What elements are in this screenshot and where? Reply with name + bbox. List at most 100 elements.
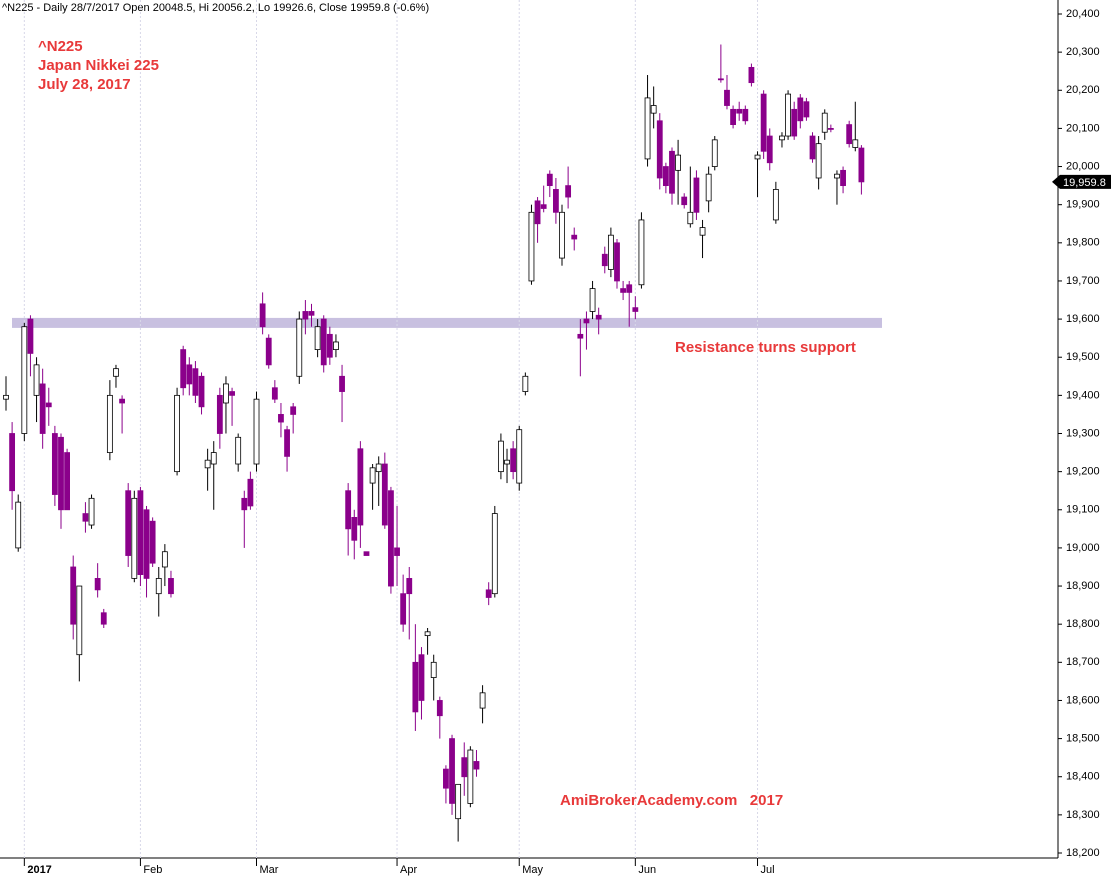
x-tick-label: 2017 (27, 864, 51, 876)
candle-body (601, 253, 608, 267)
candle-body (467, 749, 474, 804)
candle-body (253, 398, 260, 465)
candle-body (235, 436, 242, 465)
candle-body (412, 661, 419, 713)
x-tick-label: Mar (260, 864, 279, 876)
candle-body (76, 585, 83, 656)
candle-body (39, 383, 46, 434)
candle-body (638, 219, 645, 286)
candle-body (785, 93, 791, 137)
candle-body (192, 368, 199, 396)
resistance-band (12, 317, 882, 328)
candle-body (614, 242, 620, 282)
y-tick-label: 18,700 (1066, 656, 1100, 668)
candle-body (241, 497, 248, 511)
candle-body (632, 307, 639, 312)
y-tick-label: 19,800 (1066, 237, 1100, 249)
y-tick-label: 18,900 (1066, 580, 1100, 592)
candle-body (455, 783, 462, 820)
candle-body (473, 761, 480, 770)
candle-body (216, 394, 223, 434)
candle-body (662, 166, 669, 187)
candle-body (64, 452, 70, 511)
y-tick-label: 18,500 (1066, 732, 1100, 744)
candle-body (827, 128, 834, 130)
y-tick-label: 19,200 (1066, 466, 1100, 478)
candle-body (595, 314, 602, 320)
annotation: July 28, 2017 (38, 76, 131, 93)
chart-title: ^N225 - Daily 28/7/2017 Open 20048.5, Hi… (2, 2, 429, 14)
last-price-label: 19,959.8 (1063, 177, 1106, 189)
candle-body (571, 234, 578, 240)
candle-body (308, 311, 315, 316)
candle-body (223, 383, 229, 404)
last-price-tag (1052, 174, 1111, 189)
candle-body (620, 288, 627, 293)
annotation: Japan Nikkei 225 (38, 57, 159, 74)
candle-body (58, 436, 64, 511)
candle-body (815, 143, 822, 179)
candle-body (363, 551, 370, 556)
candle-body (846, 124, 853, 145)
candle-body (3, 394, 9, 400)
x-tick-label: Feb (143, 864, 162, 876)
candle-body (9, 433, 16, 492)
candle-body (210, 452, 217, 465)
candle-body (161, 551, 168, 568)
candle-body (113, 368, 119, 377)
y-tick-label: 18,600 (1066, 694, 1100, 706)
candle-body (858, 147, 865, 183)
candle-body (705, 173, 712, 202)
candle-body (168, 578, 174, 595)
y-tick-label: 19,700 (1066, 275, 1100, 287)
candle-body (491, 513, 498, 595)
candle-body (424, 631, 431, 637)
y-tick-label: 20,000 (1066, 160, 1100, 172)
candle-body (553, 189, 559, 213)
candle-body (565, 185, 572, 198)
candle-body (540, 204, 547, 209)
y-tick-label: 19,100 (1066, 504, 1100, 516)
candle-body (259, 303, 266, 328)
candle-body (485, 589, 492, 598)
y-tick-label: 20,200 (1066, 84, 1100, 96)
candle-body (143, 509, 150, 579)
x-tick-label: Apr (400, 864, 417, 876)
candle-body (131, 497, 138, 579)
candle-body (351, 517, 358, 541)
candle-body (174, 394, 180, 473)
candle-body (546, 173, 553, 187)
candle-body (284, 429, 290, 457)
candle-body (730, 108, 736, 125)
candle-body (33, 364, 40, 396)
candle-body (106, 394, 113, 453)
candle-body (271, 387, 278, 400)
candle-body (528, 211, 535, 282)
candle-body (430, 661, 437, 678)
x-tick-label: Jul (761, 864, 775, 876)
candle-body (461, 757, 468, 778)
candle-body (265, 337, 272, 366)
candle-body (510, 448, 517, 473)
candle-body (809, 135, 816, 160)
candle-body (290, 406, 297, 415)
candle-body (21, 326, 28, 434)
candle-body (675, 154, 681, 171)
candle-body (388, 490, 394, 587)
y-tick-label: 19,600 (1066, 313, 1100, 325)
candle-body (247, 478, 254, 507)
candle-body (27, 318, 34, 354)
candle-body (137, 490, 144, 576)
candle-body (840, 169, 846, 187)
candle-body (821, 112, 828, 133)
candle-body (180, 349, 187, 389)
y-tick-label: 20,400 (1066, 8, 1100, 20)
candle-body (607, 234, 614, 270)
y-tick-label: 19,300 (1066, 427, 1100, 439)
annotation: ^N225 (38, 38, 83, 55)
candle-body (516, 429, 523, 484)
candle-body (626, 284, 633, 293)
candle-body (754, 154, 761, 160)
y-tick-label: 19,400 (1066, 389, 1100, 401)
